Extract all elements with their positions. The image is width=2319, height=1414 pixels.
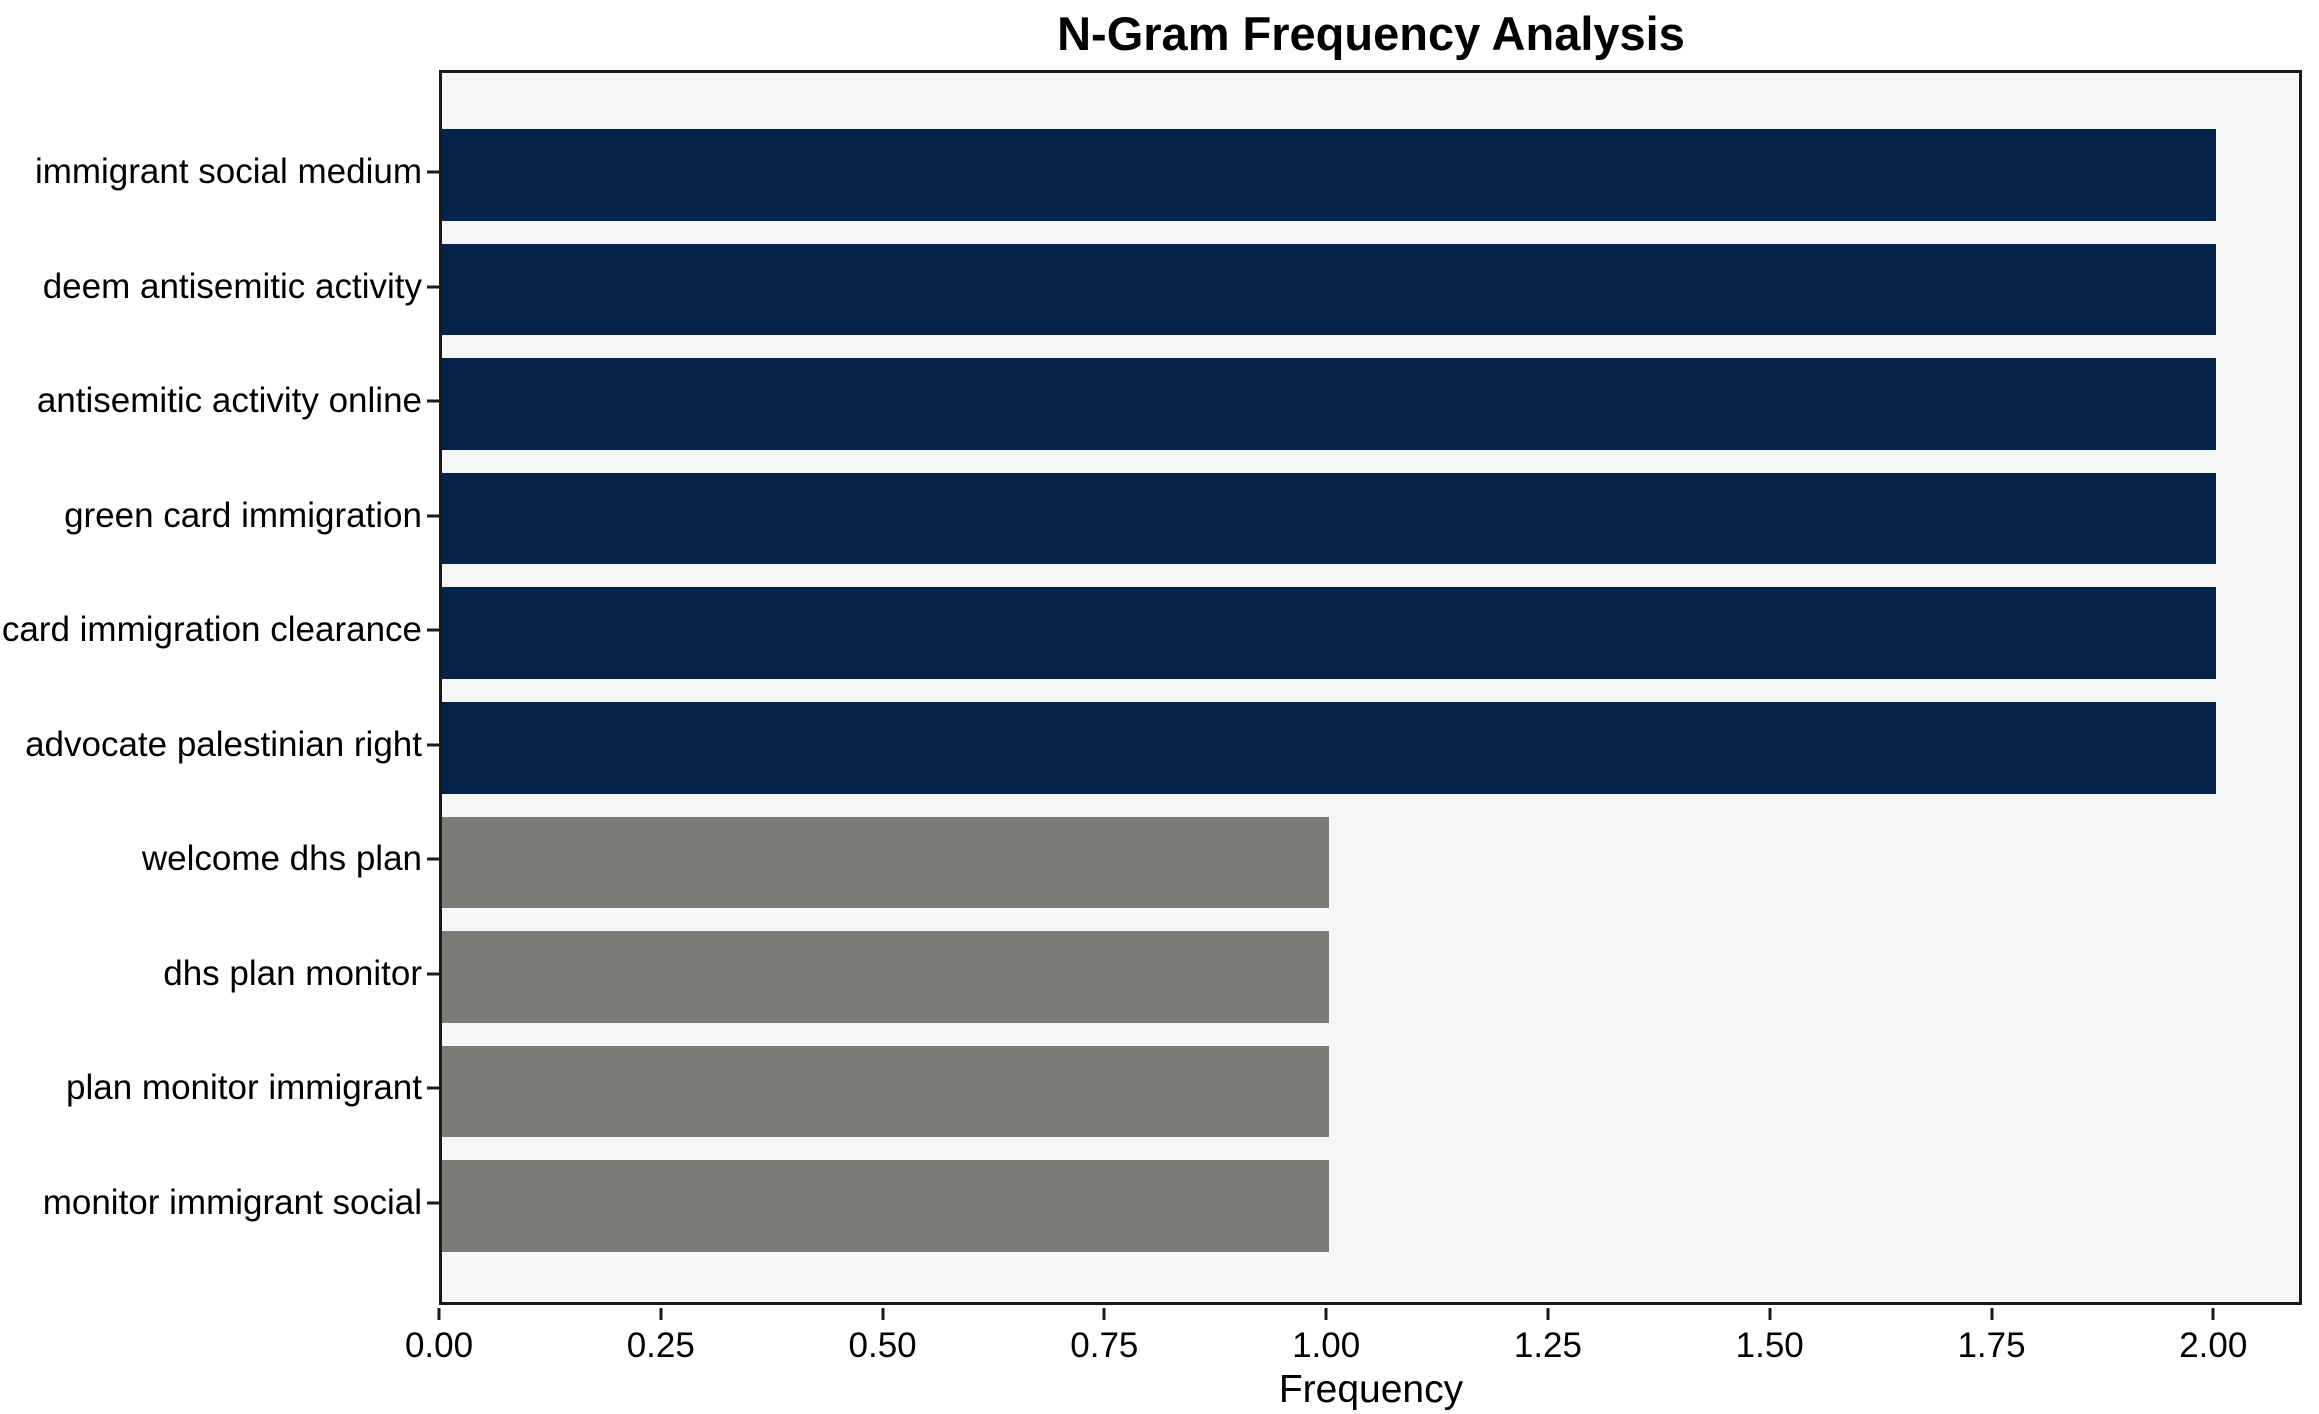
y-tick-mark — [427, 1201, 439, 1205]
bar-deem-antisemitic-activity — [442, 243, 2217, 336]
y-tick-mark — [427, 170, 439, 174]
y-tick-label: monitor immigrant social — [42, 1183, 422, 1223]
bar-antisemitic-activity-online — [442, 358, 2217, 450]
y-tick-label: antisemitic activity online — [36, 381, 422, 421]
y-tick-label: green card immigration — [64, 495, 422, 535]
bar-green-card-immigration — [442, 472, 2217, 565]
bar-welcome-dhs-plan — [442, 816, 1330, 909]
x-tick-label: 0.25 — [626, 1326, 695, 1365]
y-tick-mark — [427, 399, 439, 403]
y-tick-label: welcome dhs plan — [141, 839, 422, 879]
x-tick-mark — [1546, 1308, 1550, 1320]
y-tick-label: card immigration clearance — [1, 610, 422, 650]
y-tick-label: immigrant social medium — [34, 151, 422, 191]
y-tick-label: dhs plan monitor — [163, 953, 422, 993]
bar-dhs-plan-monitor — [442, 931, 1330, 1023]
x-tick-label: 0.00 — [404, 1326, 474, 1365]
bar-card-immigration-clearance — [442, 587, 2217, 680]
x-tick-mark — [1324, 1308, 1328, 1320]
bar-monitor-immigrant-social — [442, 1160, 1330, 1252]
y-tick-mark — [427, 628, 439, 632]
y-tick-mark — [427, 972, 439, 976]
x-tick-label: 0.75 — [1070, 1326, 1139, 1365]
chart-title: N-Gram Frequency Analysis — [1057, 7, 1685, 60]
x-tick-label: 0.50 — [848, 1326, 917, 1365]
y-tick-mark — [427, 514, 439, 518]
x-tick-label: 1.25 — [1513, 1326, 1582, 1365]
bar-advocate-palestinian-right — [442, 701, 2217, 794]
x-tick-label: 1.00 — [1292, 1326, 1361, 1365]
x-tick-mark — [659, 1308, 663, 1320]
y-tick-mark — [427, 743, 439, 747]
y-tick-label: advocate palestinian right — [25, 724, 422, 764]
x-tick-mark — [1768, 1308, 1772, 1320]
x-tick-label: 2.00 — [2179, 1326, 2248, 1365]
x-tick-mark — [1990, 1308, 1993, 1320]
x-tick-mark — [437, 1308, 441, 1320]
y-tick-mark — [427, 857, 439, 861]
y-tick-label: plan monitor immigrant — [66, 1068, 422, 1108]
plot-area — [439, 70, 2302, 1305]
x-tick-mark — [2211, 1308, 2215, 1320]
y-tick-mark — [427, 1086, 439, 1090]
x-axis-label: Frequency — [1278, 1368, 1464, 1411]
bar-plan-monitor-immigrant — [442, 1045, 1330, 1138]
y-tick-mark — [427, 285, 439, 289]
x-tick-mark — [1102, 1308, 1106, 1320]
y-tick-label: deem antisemitic activity — [42, 266, 422, 306]
x-tick-label: 1.50 — [1735, 1326, 1804, 1365]
bar-immigrant-social-medium — [442, 129, 2217, 221]
x-tick-mark — [881, 1308, 885, 1320]
x-tick-label: 1.75 — [1957, 1326, 2026, 1365]
